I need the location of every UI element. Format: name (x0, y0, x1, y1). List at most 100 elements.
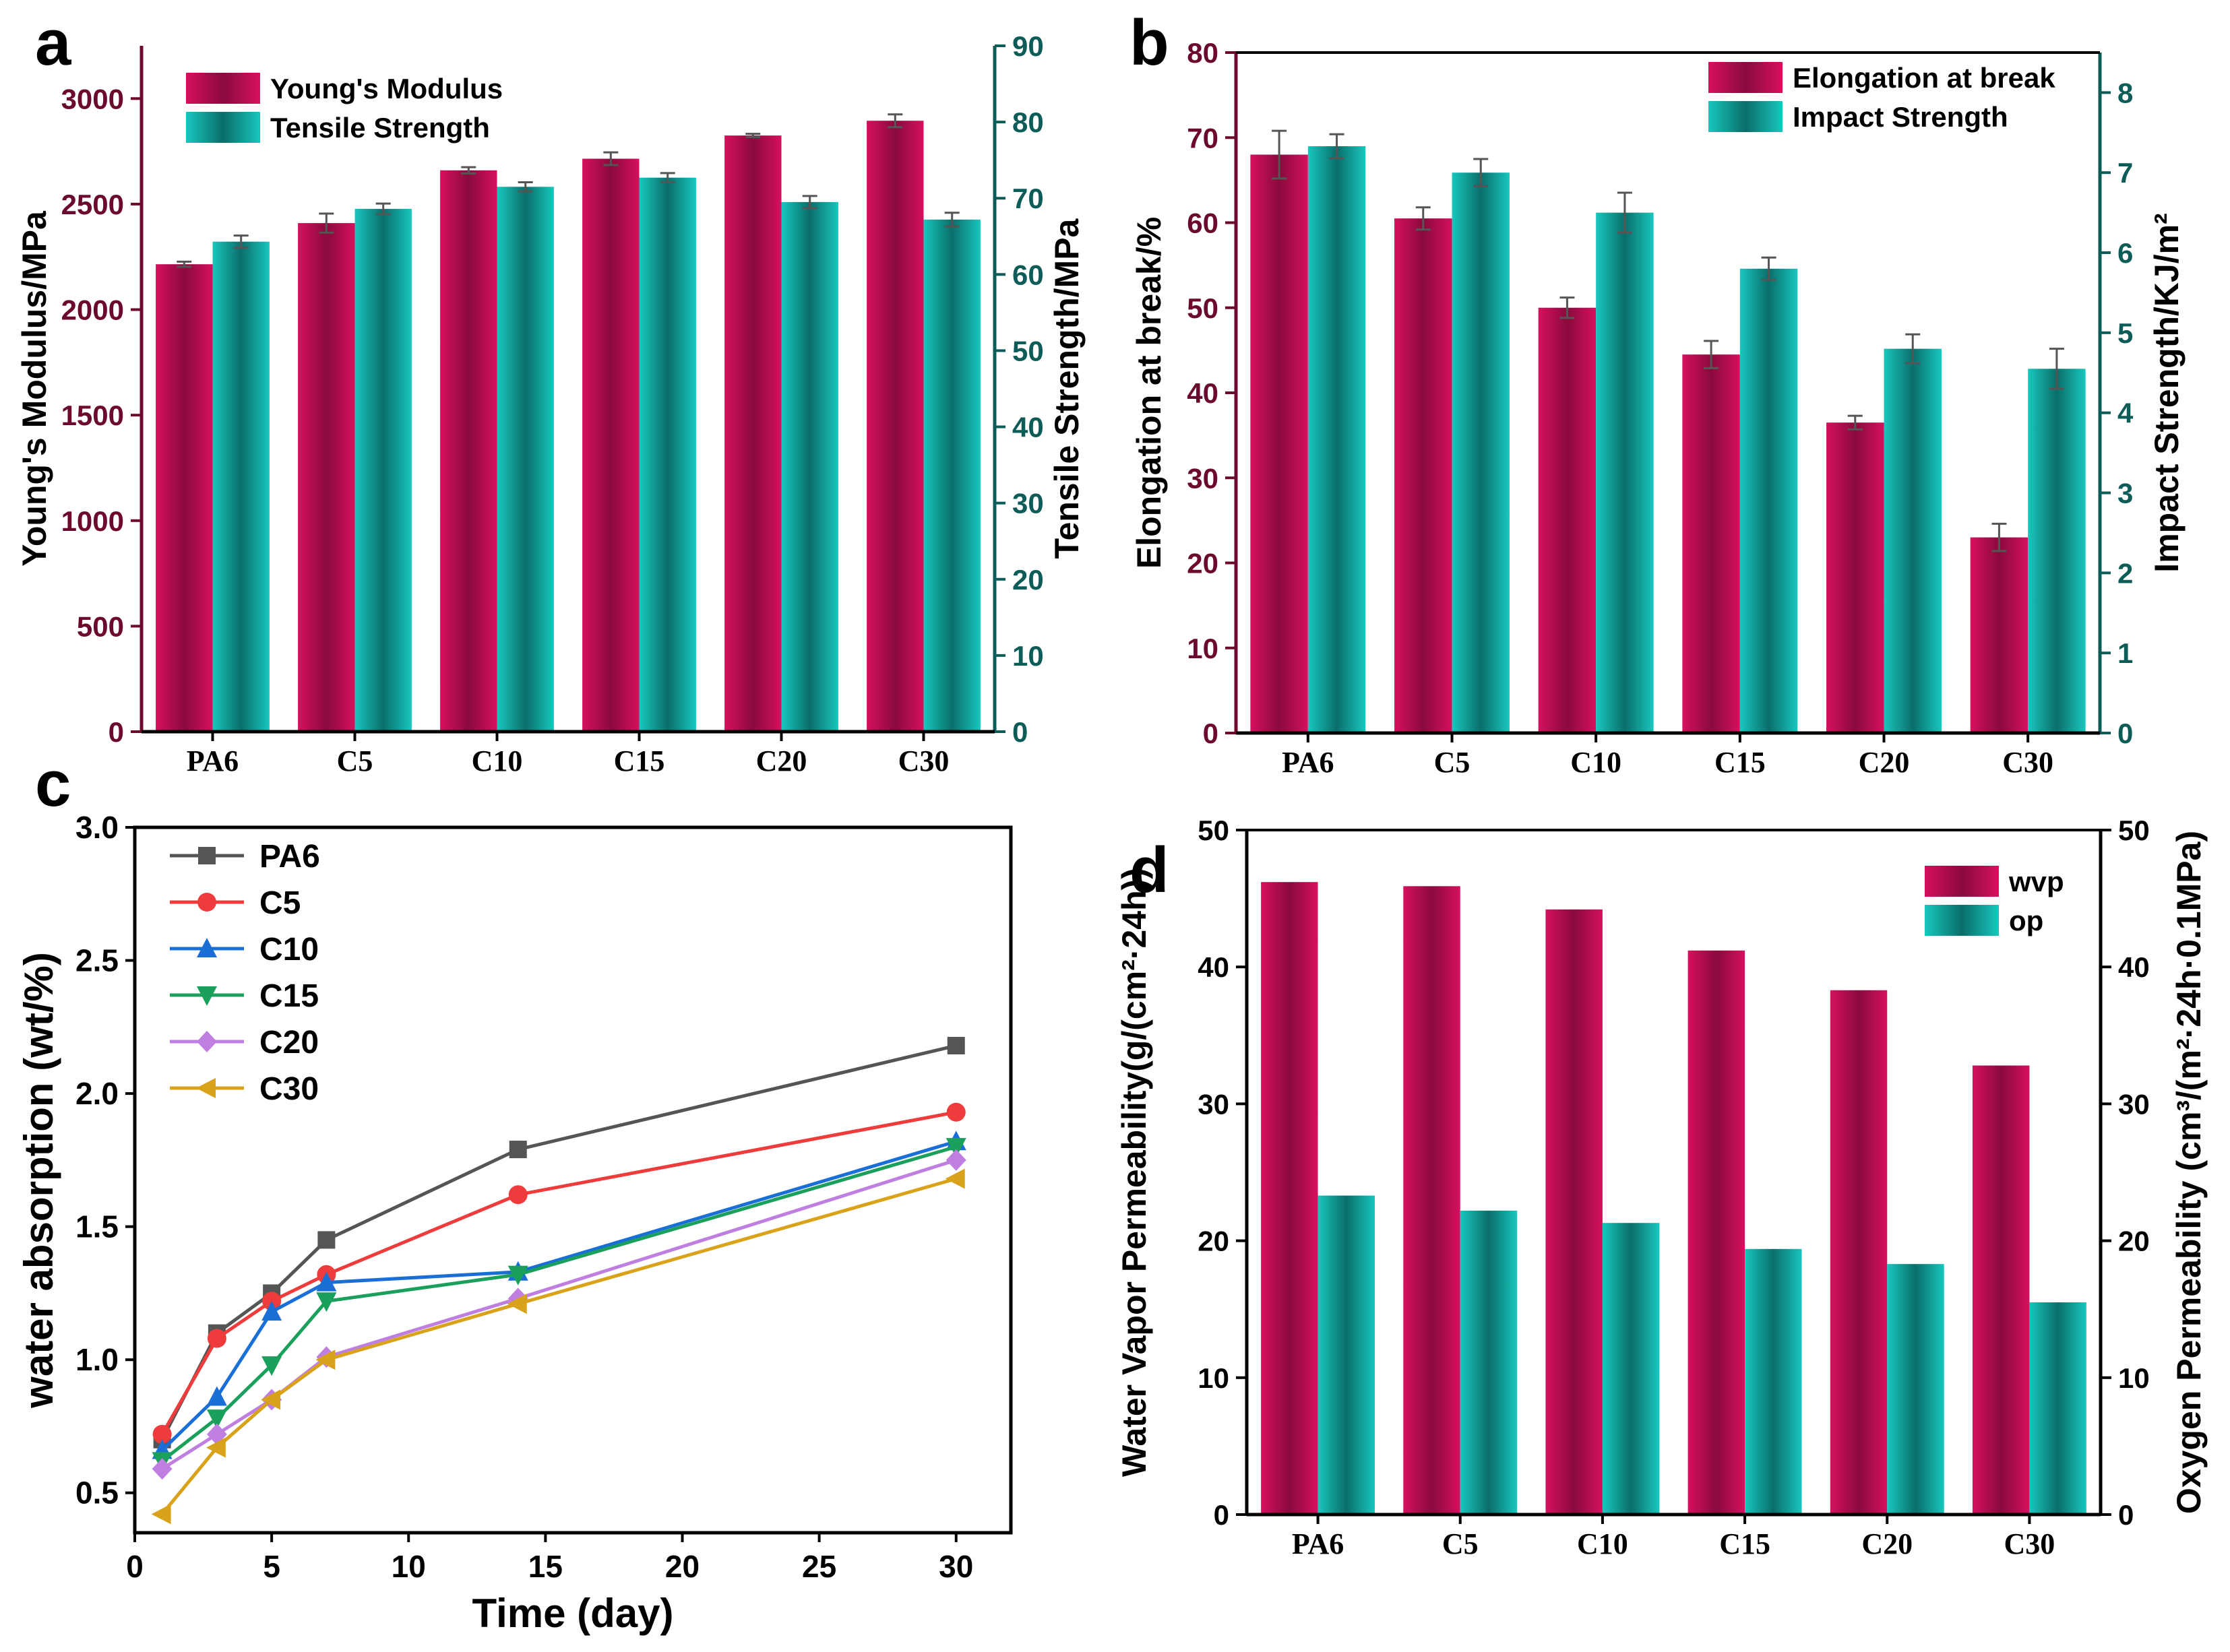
bar-impact-strength-C15 (1739, 268, 1798, 734)
legend-label-C15: C15 (259, 978, 319, 1014)
x-tick-label: 15 (528, 1549, 563, 1584)
data-point-C5-day1 (152, 1424, 172, 1444)
x-tick-label: 5 (263, 1549, 280, 1584)
legend-label-1: Elongation at break (1793, 62, 2055, 94)
legend-label-1: Young's Modulus (270, 73, 503, 104)
y2-tick-label: 3 (2117, 478, 2133, 509)
y-tick-label: 1.0 (75, 1342, 119, 1377)
series-line-C15 (161, 1145, 957, 1463)
bar-wvp-C5 (1403, 886, 1460, 1515)
panel-letter: c (35, 748, 71, 820)
y2-tick-label: 7 (2117, 157, 2133, 189)
bar-young-s-modulus-C15 (582, 158, 640, 732)
x-tick-label: C10 (472, 744, 523, 777)
legend-label-PA6: PA6 (259, 839, 320, 875)
legend-marker-C20 (197, 1031, 217, 1052)
error-bar (233, 234, 249, 249)
bar-op-C5 (1460, 1210, 1518, 1515)
x-tick-label: C30 (2004, 1527, 2055, 1560)
y2-tick-label: 0 (2117, 718, 2133, 749)
panel-letter: d (1129, 834, 1169, 906)
bar-wvp-C30 (1972, 1065, 2030, 1515)
bar-impact-strength-PA6 (1307, 146, 1366, 733)
error-bar (802, 195, 817, 210)
x-tick-label: C20 (1861, 1527, 1913, 1560)
bar-tensile-strength-C20 (781, 201, 838, 732)
y-axis-title: Elongation at break/% (1130, 217, 1168, 569)
legend-swatch-2 (1925, 905, 1999, 936)
x-tick-label: C20 (756, 744, 807, 777)
y2-axis-title: Tensile Strength/MPa (1048, 218, 1086, 559)
plot-frame (133, 825, 1013, 1535)
y2-tick-label: 10 (1012, 640, 1044, 672)
data-point-PA6-day30 (947, 1036, 965, 1054)
bar-op-C15 (1745, 1248, 1802, 1515)
data-point-C30-day3 (206, 1437, 226, 1458)
y2-tick-label: 70 (1012, 183, 1044, 214)
legend-swatch-2 (186, 112, 260, 143)
bar-op-C10 (1602, 1223, 1660, 1515)
x-tick-label: 10 (392, 1549, 426, 1584)
x-tick-label: 20 (665, 1549, 700, 1584)
y-axis-title: Water Vapor Permeability(g/(cm²·24h)) (1115, 868, 1153, 1477)
bar-op-C30 (2029, 1302, 2086, 1515)
y-tick-label: 0 (1203, 718, 1218, 749)
error-bar (2049, 348, 2064, 390)
y-tick-label: 70 (1187, 122, 1218, 154)
bar-tensile-strength-PA6 (212, 241, 270, 732)
error-bar (461, 166, 476, 175)
error-bar (1991, 522, 2007, 552)
y2-tick-label: 5 (2117, 317, 2133, 349)
y2-axis-title: Oxygen Permeability (cm³/(m²·24h·0.1MPa) (2170, 831, 2208, 1514)
series-line-C30 (160, 1177, 957, 1515)
y2-tick-label: 50 (1012, 335, 1044, 367)
x-tick-label: C30 (2002, 746, 2053, 779)
y-tick-label: 3.0 (75, 810, 119, 845)
panel-d: PA6 C5 C10 C15 C20 C30 0 10 20 30 40 50 0 10 20 30 40 50 W… (1115, 815, 2208, 1560)
series-line-C5 (160, 1110, 957, 1436)
y-tick-label: 30 (1187, 462, 1218, 494)
bar-young-s-modulus-PA6 (156, 264, 213, 732)
x-axis-title: Time (day) (472, 1591, 674, 1636)
x-tick-label: C5 (337, 744, 373, 777)
data-point-C15-day5 (261, 1356, 282, 1376)
x-tick-label: C5 (1434, 746, 1470, 779)
error-bar (319, 212, 334, 234)
bar-elongation-at-break-C20 (1826, 422, 1884, 733)
data-point-C30-day7 (315, 1349, 336, 1370)
data-point-C30-day1 (151, 1504, 171, 1525)
data-point-C5-day14 (508, 1185, 528, 1205)
series-line-C20 (161, 1158, 957, 1471)
error-bar (745, 133, 761, 139)
data-point-C15-day14 (507, 1265, 528, 1285)
legend-marker-C10 (197, 938, 217, 957)
panel-letter: a (35, 7, 71, 79)
data-point-C10-day5 (261, 1301, 282, 1321)
x-tick-label: C30 (898, 744, 950, 777)
y-tick-label: 500 (77, 610, 124, 642)
y2-tick-label: 60 (1012, 259, 1044, 290)
y-tick-label: 2.0 (75, 1076, 119, 1111)
y-tick-label: 3000 (61, 83, 124, 115)
y-tick-label: 80 (1187, 37, 1218, 69)
x-tick-label: C15 (1714, 746, 1766, 779)
error-bar (603, 151, 619, 166)
error-bar (944, 212, 960, 228)
error-bar (1272, 129, 1287, 180)
y-tick-label: 20 (1187, 548, 1218, 579)
bar-elongation-at-break-C10 (1538, 307, 1597, 733)
legend-label-C20: C20 (259, 1025, 319, 1060)
data-point-C15-day7 (316, 1292, 337, 1312)
y2-tick-label: 40 (1012, 412, 1044, 443)
data-point-C5-day30 (946, 1102, 966, 1122)
x-tick-label: PA6 (187, 744, 239, 777)
x-tick-label: C15 (1719, 1527, 1770, 1560)
y2-tick-label: 30 (2118, 1088, 2150, 1120)
y-axis-title: water absorption (wt/%) (16, 952, 61, 1409)
legend-swatch-2 (1708, 101, 1783, 132)
legend-label-2: op (2009, 905, 2043, 936)
bar-elongation-at-break-PA6 (1250, 154, 1308, 733)
data-point-C30-day14 (507, 1294, 527, 1314)
bar-young-s-modulus-C5 (298, 223, 355, 732)
y-tick-label: 2.5 (75, 943, 119, 978)
